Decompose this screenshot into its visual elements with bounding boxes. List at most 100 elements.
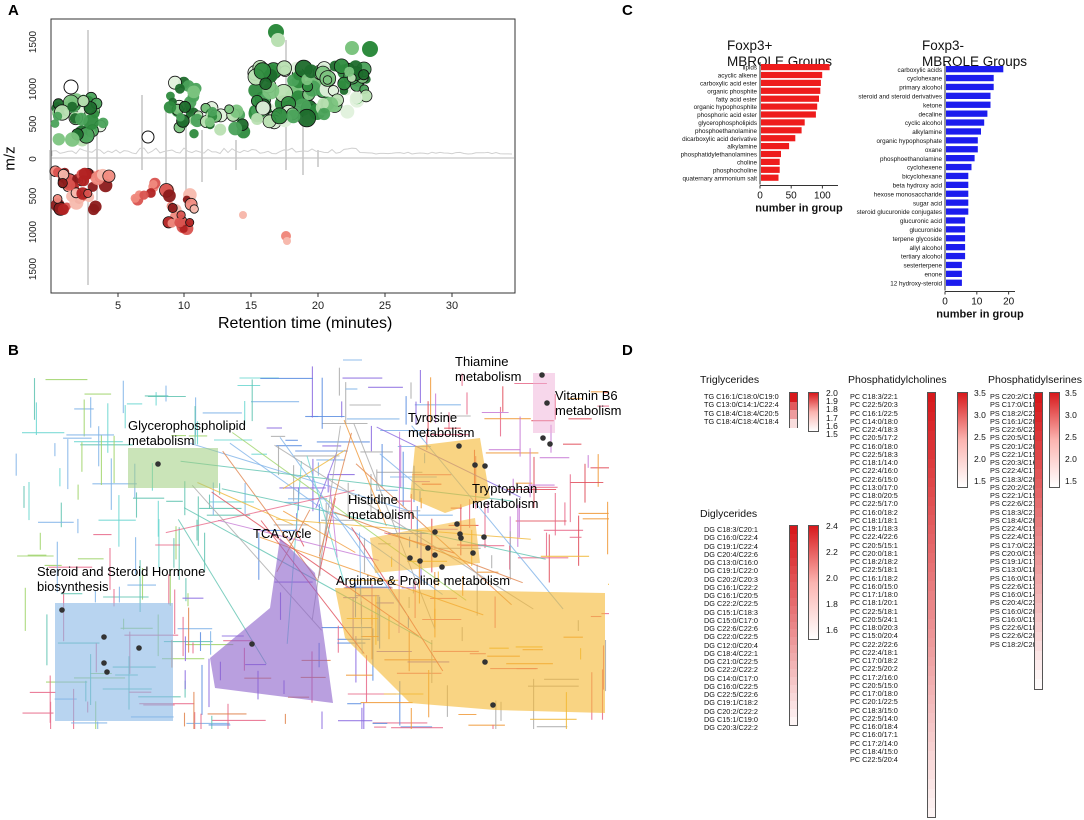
colorbar-tick-label: 2.0 [826,573,838,583]
bar-category-label: 12 hydroxy-steroid [890,280,942,287]
bar-x-tick-label: 50 [786,191,798,202]
lipid-species: DG C20:2/C20:3 [704,574,758,584]
bar [761,87,821,94]
panel-letter-c: C [622,2,633,19]
lipid-species: PS C17:0/C18:1 [990,400,1043,410]
data-point [149,180,158,189]
scatter-axis-ticks: 5 10 15 20 25 30 1500 1000 500 0 500 1000 1500 [28,30,458,312]
bar [946,252,966,260]
lipid-species: PS C22:6/C22:6 [990,425,1043,434]
bar [946,119,985,126]
lipid-species: PC C22:4/22:6 [850,532,898,542]
lipid-species: PS C19:1/C17:2 [990,557,1043,566]
heatmap-cell [790,589,797,599]
bar-category-label: phosphoethanolamine [695,128,757,135]
panel-letter-a: A [8,2,19,19]
heatmap-cell [790,661,797,670]
bar-category-label: glucuronide [909,227,942,234]
pathway-edge [217,519,379,561]
bar [946,163,972,171]
colorbar-tick-label: 1.9 [826,396,838,407]
lipid-species: PS C16:0/C19:0 [990,614,1043,624]
lipid-species: DG C13:0/C16:0 [704,558,758,567]
steroid-area [55,603,173,721]
data-point [271,33,285,47]
lipid-species: DG C19:1/C18:2 [704,698,758,708]
bar [946,279,962,286]
heatmap-cell [928,477,935,488]
data-point [174,83,185,94]
lipid-species: PC C18:2/18:2 [850,557,898,566]
pathway-edge [282,510,356,553]
lipid-species: PS C22:1/C19:1 [990,491,1043,500]
y-tick-label: 1000 [28,77,39,100]
heatmap-cell [928,675,935,686]
heatmap-cell [790,629,797,638]
heatmap-cell [1035,631,1042,642]
triglycerides-colorbar [808,392,819,432]
heatmap-cell [790,677,797,686]
heatmap-cell [1035,555,1042,566]
colorbar-tick-label: 2.2 [826,547,838,557]
heatmap-cell [1035,564,1042,575]
bar-category-label: primary alcohol [899,85,942,92]
y-tick-label: 1000 [28,220,39,243]
data-point [322,75,333,85]
tca-cycle-area [210,538,333,703]
lipid-species: PC C18:1/18:1 [850,515,898,525]
heatmap-cell [790,573,797,583]
metabolite-dot [482,463,488,469]
data-point [317,98,329,110]
lipid-species: DG C16:1/C22:2 [704,582,758,592]
heatmap-cell [928,449,935,460]
lipid-species: PS C20:0/C19:0 [990,548,1043,558]
triglycerides-list: TG C16:1/C18:0/C19:0 TG C13:0/C14:1/C22:4… [704,392,779,426]
heatmap-cell [928,609,935,620]
colorbar-tick-label: 3.5 [1065,388,1077,398]
heatmap-cell [790,401,797,411]
bar-category-label: alkylamine [727,144,757,151]
bar-category-label: lipids [743,65,757,72]
scatter-y-label: m/z [1,146,19,171]
heatmap-cell [1035,574,1042,585]
heatmap-cell [1035,603,1042,614]
bar-category-label: phosphoric acid ester [697,112,757,119]
arginine-proline-area [335,588,605,713]
heatmap-cell [928,572,935,582]
map-label-thiamine: Thiamine metabolism [455,354,522,384]
data-point [52,194,63,204]
heatmap-cell [928,619,935,630]
heatmap-cell [1035,440,1042,451]
scatter-y-label-box: m/z [1,138,24,178]
heatmap-cell [928,430,935,441]
bar [946,101,991,108]
panel-letter-d: D [622,342,633,359]
lipid-species: PC C18:0/20:5 [850,491,898,500]
data-point [349,91,363,104]
map-label-steroid: Steroid and Steroid Hormone biosynthesis [37,564,206,594]
bar-chart-title: Foxp3- [922,38,964,53]
bar [946,181,969,188]
bar [761,64,830,71]
lipid-species: PC C18:0/20:3 [850,623,898,632]
heatmap-cell [928,647,935,658]
lipid-species: DG C20:2/C22:2 [704,706,758,716]
lipid-species: PS C22:1/C19:0 [990,449,1043,459]
bar [761,166,780,173]
bar [946,217,966,224]
heatmap-cell [1035,459,1042,470]
metabolite-dot [456,443,462,449]
bar [946,172,969,180]
map-label-histidine: Histidine metabolism [348,492,415,522]
y-tick-label: 1500 [28,257,39,280]
heatmap-cell [1035,431,1042,442]
metabolite-dot [482,659,488,665]
map-label-arginine-proline: Arginine & Proline metabolism [336,573,511,588]
data-point [77,95,90,108]
bar-category-label: carboxylic acid ester [700,81,757,88]
bar-category-label: oxane [925,147,943,154]
lipid-species: TG C18:4/C18:4/C18:4 [704,416,779,426]
heatmap-cell [928,656,935,667]
data-point [358,69,370,81]
lipid-species: PS C20:4/C22:6 [990,598,1043,608]
